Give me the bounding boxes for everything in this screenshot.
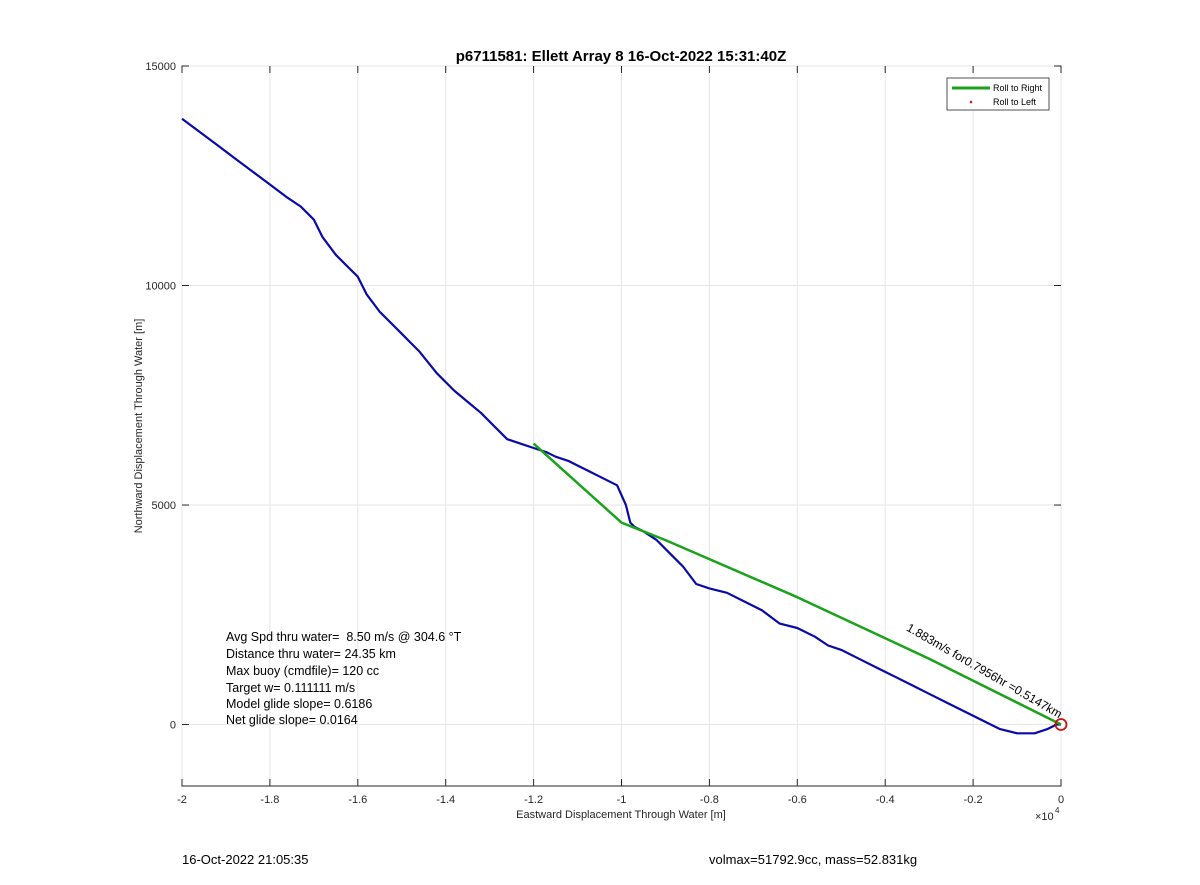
x-tick-label: -1.6 (348, 794, 367, 806)
x-tick-label: -0.4 (876, 794, 895, 806)
x-tick-label: -1.4 (436, 794, 455, 806)
y-tick-label: 0 (170, 720, 176, 732)
legend-swatch-roll-left (969, 100, 973, 104)
x-tick-label: -1 (617, 794, 627, 806)
info-max-buoy: Max buoy (cmdfile)= 120 cc (226, 664, 379, 678)
legend: Roll to Right Roll to Left (946, 77, 1050, 111)
x-tick-label: -1.8 (260, 794, 279, 806)
chart-title: p6711581: Ellett Array 8 16-Oct-2022 15:… (456, 48, 786, 65)
plot-area: -2 -1.8 -1.6 -1.4 -1.2 -1 -0.8 -0.6 -0.4 -0.2 0 0 50… (145, 61, 1068, 806)
trajectory-line (181, 117, 1061, 735)
y-axis-label: Northward Displacement Through Water [m] (133, 319, 145, 534)
x-exponent: ×10 4 (1035, 806, 1060, 823)
y-tick-label: 15000 (145, 61, 176, 73)
info-target-w: Target w= 0.111111 m/s (226, 681, 355, 695)
x-tick-label: -0.2 (964, 794, 983, 806)
footer-volmax-mass: volmax=51792.9cc, mass=52.831kg (709, 852, 918, 867)
x-tick-label: -0.6 (788, 794, 807, 806)
info-net-glide: Net glide slope= 0.0164 (226, 713, 358, 727)
y-tick-label: 10000 (145, 281, 176, 293)
end-point-marker (1054, 718, 1068, 731)
roll-right-line (532, 442, 1062, 726)
axis-ticks: -2 -1.8 -1.6 -1.4 -1.2 -1 -0.8 -0.6 -0.4 -0.2 0 0 50… (145, 61, 1064, 806)
info-avg-speed: Avg Spd thru water= 8.50 m/s @ 304.6 °T (226, 630, 462, 644)
footer-timestamp: 16-Oct-2022 21:05:35 (182, 852, 309, 867)
info-block: Avg Spd thru water= 8.50 m/s @ 304.6 °T … (226, 630, 462, 727)
x-tick-label: -0.8 (700, 794, 719, 806)
y-tick-label: 5000 (152, 500, 176, 512)
legend-label-roll-right: Roll to Right (993, 83, 1043, 93)
x-exponent-base: ×10 (1035, 811, 1054, 823)
x-tick-label: -2 (177, 794, 187, 806)
x-tick-label: -1.2 (524, 794, 543, 806)
series-group (181, 117, 1062, 735)
x-axis-label: Eastward Displacement Through Water [m] (516, 809, 726, 821)
grid-lines (181, 65, 1062, 786)
x-exponent-power: 4 (1055, 806, 1060, 815)
info-distance: Distance thru water= 24.35 km (226, 647, 396, 661)
legend-label-roll-left: Roll to Left (993, 97, 1037, 107)
x-tick-label: 0 (1058, 794, 1064, 806)
info-model-glide: Model glide slope= 0.6186 (226, 697, 372, 711)
legend-box (946, 77, 1050, 111)
